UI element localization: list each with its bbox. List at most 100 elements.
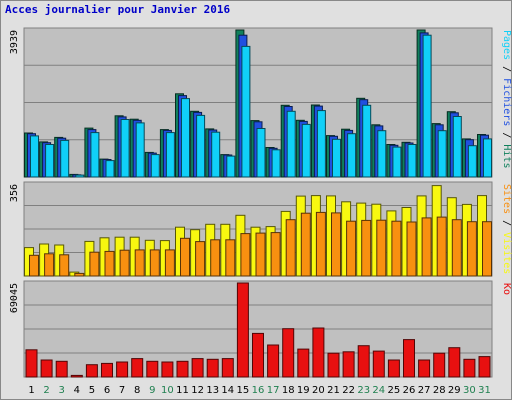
bar-middle-sites-day-27	[421, 217, 432, 277]
bar-bottom-ko-day-31	[478, 356, 491, 378]
bar-bottom-ko-day-20	[312, 327, 325, 378]
bar-top-hits-day-27	[422, 34, 432, 178]
bar-bottom-ko-day-6	[101, 362, 113, 378]
x-tick-day-14: 14	[221, 385, 234, 396]
bar-top-hits-day-13	[211, 131, 221, 178]
bar-top-hits-day-19	[301, 123, 311, 178]
bar-bottom-ko-day-30	[463, 358, 476, 378]
bar-middle-sites-day-16	[255, 232, 266, 277]
bar-middle-sites-day-14	[225, 239, 236, 277]
x-tick-day-13: 13	[206, 385, 219, 396]
bar-middle-sites-day-19	[300, 212, 311, 277]
x-tick-day-20: 20	[312, 385, 325, 396]
chart-title: Acces journalier pour Janvier 2016	[5, 3, 231, 16]
series-label-part: Visites	[501, 232, 512, 274]
bar-middle-sites-day-8	[134, 249, 145, 277]
bar-middle-sites-day-18	[285, 219, 296, 277]
bar-middle-sites-day-11	[180, 237, 190, 277]
x-tick-day-18: 18	[282, 385, 295, 396]
bar-top-hits-day-29	[452, 116, 462, 178]
x-tick-day-7: 7	[119, 385, 125, 396]
bar-middle-sites-day-28	[436, 216, 447, 277]
bar-top-hits-day-11	[181, 98, 190, 178]
bar-top-hits-day-16	[256, 128, 266, 178]
bar-bottom-ko-day-1	[25, 349, 38, 378]
bar-top-hits-day-22	[347, 133, 357, 178]
bar-bottom-ko-day-18	[282, 328, 295, 378]
bar-top-hits-day-2	[45, 144, 55, 178]
bar-middle-sites-day-29	[451, 219, 462, 277]
x-tick-day-9: 9	[149, 385, 155, 396]
bar-bottom-ko-day-5	[85, 364, 98, 378]
bar-top-hits-day-5	[90, 132, 100, 178]
bar-top-hits-day-17	[271, 149, 281, 178]
series-label-part: Pages	[501, 30, 512, 60]
bar-middle-sites-day-7	[119, 249, 130, 277]
bar-middle-sites-day-30	[466, 221, 477, 277]
bar-bottom-ko-day-4	[70, 374, 83, 378]
bar-middle-sites-day-9	[149, 249, 160, 277]
bar-top-hits-day-24	[377, 130, 387, 178]
panel-top-series-label: Pages / Fichiers / Hits	[501, 30, 512, 169]
x-tick-day-31: 31	[478, 385, 491, 396]
bar-middle-sites-day-24	[376, 219, 387, 277]
bar-bottom-ko-day-2	[40, 359, 53, 378]
bar-bottom-ko-day-25	[387, 359, 400, 378]
bar-bottom-ko-day-29	[448, 347, 461, 378]
bar-top-hits-day-23	[362, 104, 372, 178]
bar-bottom-ko-day-8	[131, 358, 144, 378]
x-tick-day-30: 30	[463, 385, 476, 396]
bar-bottom-ko-day-19	[297, 348, 310, 378]
x-tick-day-16: 16	[252, 385, 265, 396]
bar-middle-sites-day-26	[406, 221, 417, 277]
bar-bottom-ko-day-23	[357, 345, 370, 378]
bar-bottom-ko-day-12	[191, 358, 204, 378]
bar-bottom-ko-day-10	[161, 361, 174, 378]
bar-top-hits-day-12	[196, 114, 206, 178]
bar-middle-sites-day-22	[346, 220, 357, 277]
x-tick-day-22: 22	[342, 385, 355, 396]
bar-top-hits-day-10	[165, 132, 175, 178]
x-tick-day-26: 26	[403, 385, 416, 396]
bar-middle-sites-day-23	[361, 219, 372, 277]
series-label-part: Ko	[501, 283, 512, 295]
x-tick-day-2: 2	[43, 385, 49, 396]
bar-top-hits-day-9	[150, 154, 160, 178]
bar-bottom-ko-day-27	[418, 359, 431, 378]
series-label-part: /	[501, 60, 512, 78]
x-tick-day-28: 28	[433, 385, 446, 396]
bar-middle-sites-day-6	[104, 250, 115, 277]
bar-bottom-ko-day-11	[176, 360, 189, 378]
bar-bottom-ko-day-22	[342, 351, 355, 378]
x-tick-day-25: 25	[388, 385, 401, 396]
bar-top-hits-day-18	[286, 110, 296, 178]
panel-bottom-series-label: Ko	[501, 283, 512, 295]
bar-top-hits-day-14	[226, 155, 236, 178]
series-label-part: Fichiers	[501, 78, 512, 126]
bar-middle-sites-day-3	[59, 254, 70, 277]
series-label-part: /	[501, 214, 512, 232]
series-label-part: Hits	[501, 144, 512, 168]
bar-middle-sites-day-15	[240, 233, 251, 277]
bar-bottom-ko-day-13	[206, 358, 219, 378]
bar-middle-sites-day-10	[164, 249, 175, 277]
x-tick-day-1: 1	[28, 385, 34, 396]
x-tick-day-24: 24	[372, 385, 385, 396]
bar-top-hits-day-20	[316, 110, 326, 178]
bar-bottom-ko-day-9	[146, 360, 159, 378]
bar-top-hits-day-31	[483, 138, 492, 178]
x-tick-day-4: 4	[74, 385, 80, 396]
bar-middle-sites-day-25	[391, 220, 402, 277]
bar-top-hits-day-1	[30, 135, 39, 178]
x-tick-day-5: 5	[89, 385, 95, 396]
bar-middle-sites-day-17	[270, 232, 281, 277]
bar-middle-sites-day-20	[315, 211, 326, 277]
bar-bottom-ko-day-3	[55, 360, 68, 378]
bar-bottom-ko-day-21	[327, 352, 340, 378]
x-tick-day-3: 3	[59, 385, 65, 396]
bar-top-hits-day-21	[332, 138, 341, 178]
bar-bottom-ko-day-15	[236, 282, 249, 378]
bar-bottom-ko-day-26	[403, 339, 415, 378]
bar-middle-sites-day-5	[89, 251, 100, 277]
